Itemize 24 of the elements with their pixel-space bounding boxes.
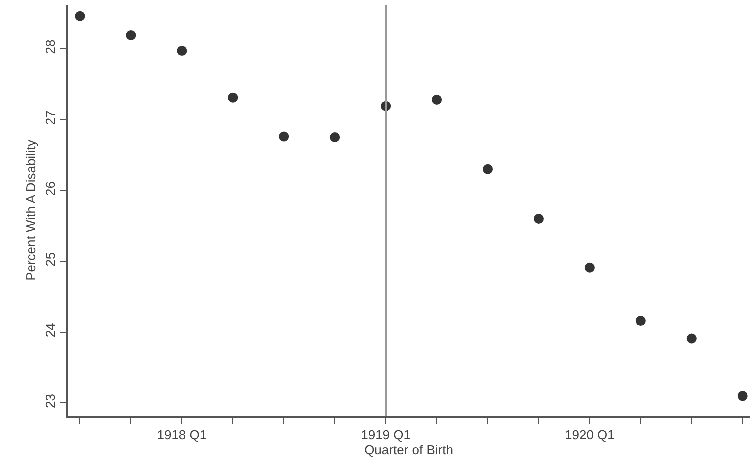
point (228, 92, 238, 103)
point (584, 262, 595, 273)
x-tick-label: 1918 Q1 (157, 427, 208, 442)
y-axis-title: Percent With A Disability (24, 140, 38, 281)
point (279, 132, 290, 142)
x-tick-label: 1920 Q1 (565, 427, 615, 442)
y-tick-label: 27 (43, 110, 58, 126)
point (177, 46, 188, 56)
point (686, 334, 697, 344)
point (126, 30, 136, 40)
point (636, 316, 646, 326)
y-tick-label: 28 (43, 40, 58, 54)
y-tick-label: 25 (43, 252, 58, 267)
x-tick-label: 1919 Q1 (361, 427, 411, 442)
point (534, 214, 544, 224)
y-tick-label: 26 (43, 181, 58, 196)
point (75, 11, 86, 22)
x-axis-title: Quarter of Birth (364, 442, 454, 458)
point (738, 391, 748, 402)
point (483, 164, 494, 174)
point (432, 94, 442, 105)
point (330, 132, 340, 143)
y-tick-label: 24 (43, 323, 58, 338)
y-tick-label: 23 (43, 394, 58, 409)
